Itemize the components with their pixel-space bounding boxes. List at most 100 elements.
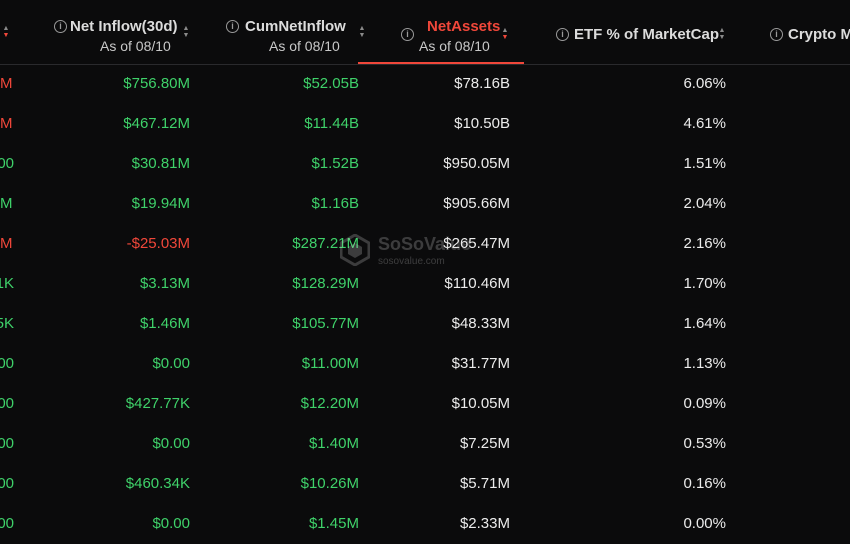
cell-etf-pct: 6.06% bbox=[683, 75, 726, 92]
cell-cum-net-inflow: $11.00M bbox=[301, 355, 359, 372]
header-net-assets[interactable]: i NetAssets As of 08/10 ▲ ▼ bbox=[395, 0, 520, 64]
cell-cum-net-inflow: $1.40M bbox=[308, 435, 359, 452]
table-row[interactable]: M -$25.03M $287.21M $265.47M 2.16% bbox=[0, 224, 850, 264]
header-sub: As of 08/10 bbox=[100, 38, 171, 54]
cell-etf-pct: 0.53% bbox=[683, 435, 726, 452]
table-row[interactable]: 00 $0.00 $1.40M $7.25M 0.53% bbox=[0, 424, 850, 464]
sort-icon[interactable]: ▲ ▼ bbox=[358, 25, 366, 39]
cell-prev-partial: M bbox=[0, 115, 13, 132]
header-etf-pct-marketcap[interactable]: i ETF % of MarketCap ▲ ▼ bbox=[552, 0, 732, 64]
cell-etf-pct: 1.51% bbox=[683, 155, 726, 172]
cell-cum-net-inflow: $52.05B bbox=[303, 75, 359, 92]
cell-net-assets: $905.66M bbox=[443, 195, 510, 212]
cell-cum-net-inflow: $128.29M bbox=[292, 275, 359, 292]
cell-net-assets: $5.71M bbox=[459, 475, 510, 492]
cell-cum-net-inflow: $12.20M bbox=[300, 395, 359, 412]
info-icon[interactable]: i bbox=[556, 28, 569, 41]
table-row[interactable]: 5K $1.46M $105.77M $48.33M 1.64% bbox=[0, 304, 850, 344]
cell-net-inflow: $3.13M bbox=[139, 275, 190, 292]
cell-cum-net-inflow: $1.16B bbox=[311, 195, 359, 212]
cell-net-assets: $265.47M bbox=[443, 235, 510, 252]
table-row[interactable]: 00 $427.77K $12.20M $10.05M 0.09% bbox=[0, 384, 850, 424]
cell-net-inflow: $0.00 bbox=[152, 355, 190, 372]
table-row[interactable]: M $467.12M $11.44B $10.50B 4.61% bbox=[0, 104, 850, 144]
info-icon[interactable]: i bbox=[770, 28, 783, 41]
cell-net-assets: $7.25M bbox=[459, 435, 510, 452]
info-icon[interactable]: i bbox=[226, 20, 239, 33]
cell-etf-pct: 4.61% bbox=[683, 115, 726, 132]
cell-prev-partial: 00 bbox=[0, 435, 14, 452]
cell-net-inflow: $427.77K bbox=[125, 395, 190, 412]
cell-net-assets: $48.33M bbox=[451, 315, 510, 332]
table-row[interactable]: 00 $0.00 $1.45M $2.33M 0.00% bbox=[0, 504, 850, 544]
cell-net-inflow: $19.94M bbox=[131, 195, 190, 212]
sort-icon[interactable]: ▲ ▼ bbox=[2, 25, 10, 39]
sosovalue-logo-icon bbox=[340, 234, 370, 266]
cell-net-inflow: -$25.03M bbox=[126, 235, 190, 252]
cell-net-assets: $10.05M bbox=[451, 395, 510, 412]
cell-etf-pct: 2.16% bbox=[683, 235, 726, 252]
info-icon[interactable]: i bbox=[401, 28, 414, 41]
cell-etf-pct: 0.16% bbox=[683, 475, 726, 492]
cell-etf-pct: 1.13% bbox=[683, 355, 726, 372]
header-net-inflow[interactable]: i Net Inflow(30d) As of 08/10 ▲ ▼ bbox=[40, 0, 200, 64]
table-row[interactable]: 00 $0.00 $11.00M $31.77M 1.13% bbox=[0, 344, 850, 384]
cell-net-inflow: $1.46M bbox=[139, 315, 190, 332]
cell-prev-partial: M bbox=[0, 195, 13, 212]
watermark-brand: SoSoValue bbox=[378, 234, 472, 254]
sort-icon[interactable]: ▲ ▼ bbox=[182, 25, 190, 39]
cell-cum-net-inflow: $1.52B bbox=[311, 155, 359, 172]
cell-net-assets: $10.50B bbox=[454, 115, 510, 132]
cell-prev-partial: 00 bbox=[0, 395, 14, 412]
cell-prev-partial: 5K bbox=[0, 315, 14, 332]
watermark: SoSoValue sosovalue.com bbox=[338, 232, 498, 272]
header-crypto-marketcap[interactable]: i Crypto M bbox=[766, 0, 850, 64]
sort-icon[interactable]: ▲ ▼ bbox=[718, 27, 726, 41]
cell-cum-net-inflow: $287.21M bbox=[292, 235, 359, 252]
active-sort-indicator bbox=[358, 62, 524, 64]
table-row[interactable]: 1K $3.13M $128.29M $110.46M 1.70% bbox=[0, 264, 850, 304]
cell-net-assets: $31.77M bbox=[451, 355, 510, 372]
cell-net-inflow: $0.00 bbox=[152, 435, 190, 452]
table-row[interactable]: M $19.94M $1.16B $905.66M 2.04% bbox=[0, 184, 850, 224]
cell-cum-net-inflow: $11.44B bbox=[304, 115, 359, 132]
cell-net-inflow: $460.34K bbox=[125, 475, 190, 492]
table-row[interactable]: 00 $460.34K $10.26M $5.71M 0.16% bbox=[0, 464, 850, 504]
cell-prev-partial: M bbox=[0, 75, 13, 92]
cell-etf-pct: 2.04% bbox=[683, 195, 726, 212]
cell-prev-partial: 00 bbox=[0, 475, 14, 492]
cell-net-assets: $950.05M bbox=[443, 155, 510, 172]
cell-net-inflow: $467.12M bbox=[123, 115, 190, 132]
cell-net-assets: $2.33M bbox=[459, 515, 510, 532]
table-row[interactable]: 00 $30.81M $1.52B $950.05M 1.51% bbox=[0, 144, 850, 184]
cell-etf-pct: 1.64% bbox=[683, 315, 726, 332]
cell-prev-partial: 00 bbox=[0, 355, 14, 372]
table-header: ▲ ▼ i Net Inflow(30d) As of 08/10 ▲ ▼ i Cu… bbox=[0, 0, 850, 65]
header-sub: As of 08/10 bbox=[419, 38, 490, 54]
header-title: NetAssets bbox=[427, 18, 501, 35]
cell-prev-partial: M bbox=[0, 235, 13, 252]
cell-cum-net-inflow: $10.26M bbox=[300, 475, 359, 492]
watermark-url: sosovalue.com bbox=[378, 256, 445, 267]
sort-icon[interactable]: ▲ ▼ bbox=[501, 27, 509, 41]
cell-net-inflow: $30.81M bbox=[131, 155, 190, 172]
header-cum-net-inflow[interactable]: i CumNetInflow As of 08/10 ▲ ▼ bbox=[210, 0, 370, 64]
header-title: Crypto M bbox=[788, 26, 850, 43]
header-sub: As of 08/10 bbox=[269, 38, 340, 54]
info-icon[interactable]: i bbox=[54, 20, 67, 33]
cell-etf-pct: 1.70% bbox=[683, 275, 726, 292]
cell-cum-net-inflow: $1.45M bbox=[308, 515, 359, 532]
cell-prev-partial: 1K bbox=[0, 275, 14, 292]
header-title: Net Inflow(30d) bbox=[70, 18, 178, 35]
cell-prev-partial: 00 bbox=[0, 155, 14, 172]
cell-net-inflow: $756.80M bbox=[123, 75, 190, 92]
cell-prev-partial: 00 bbox=[0, 515, 14, 532]
header-title: CumNetInflow bbox=[245, 18, 346, 35]
table-row[interactable]: M $756.80M $52.05B $78.16B 6.06% bbox=[0, 64, 850, 104]
header-title: ETF % of MarketCap bbox=[574, 26, 720, 43]
cell-etf-pct: 0.00% bbox=[683, 515, 726, 532]
cell-etf-pct: 0.09% bbox=[683, 395, 726, 412]
cell-cum-net-inflow: $105.77M bbox=[292, 315, 359, 332]
cell-net-inflow: $0.00 bbox=[152, 515, 190, 532]
